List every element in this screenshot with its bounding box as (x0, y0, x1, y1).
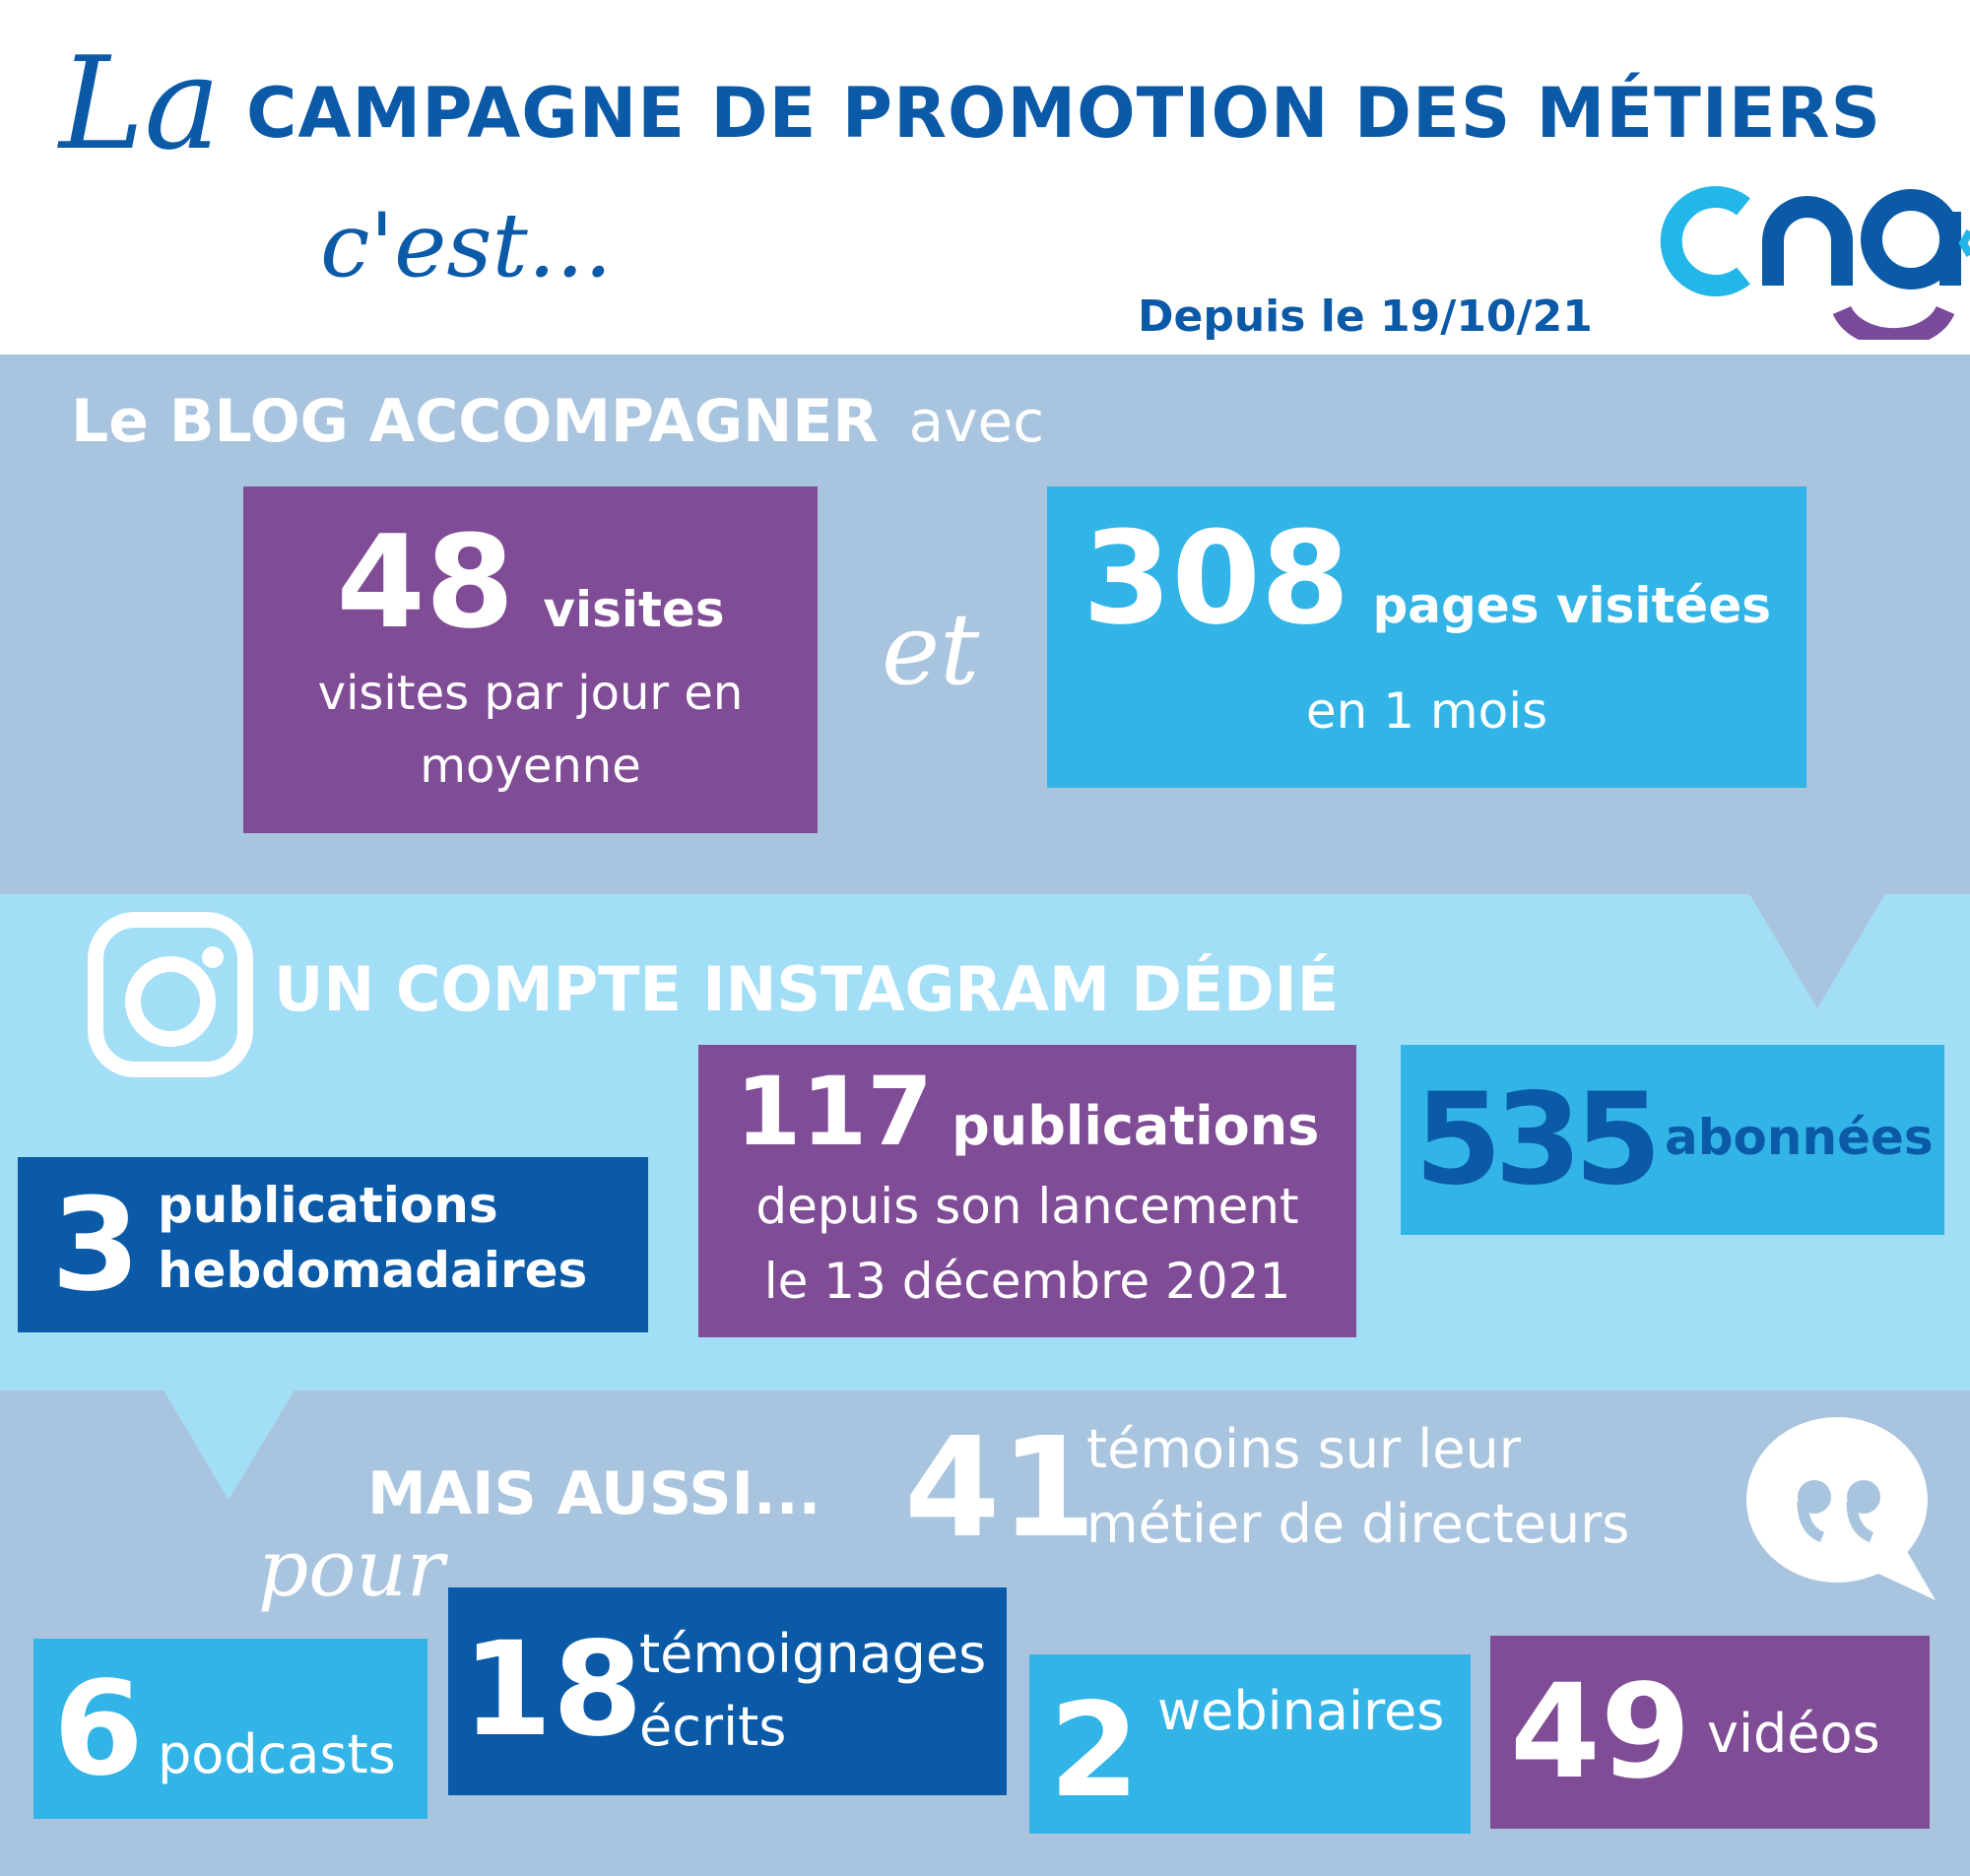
cng-logo (1640, 182, 1970, 349)
more-videos-number: 49 (1510, 1656, 1691, 1808)
blog-pages-number: 308 (1083, 503, 1350, 653)
blog-heading-suffix: avec (908, 388, 1045, 455)
more-podcasts-label: podcasts (158, 1723, 396, 1785)
blog-heading-title: Le BLOG ACCOMPAGNER (71, 387, 879, 456)
blog-visits-card: 48 visites visites par jour en moyenne (243, 486, 818, 833)
instagram-posts-number: 117 (735, 1057, 934, 1167)
blog-pages-desc: en 1 mois (1305, 682, 1548, 740)
more-written-number: 18 (462, 1614, 643, 1766)
instagram-weekly-line1: publications (158, 1177, 498, 1234)
more-witnesses-number: 41 (904, 1408, 1096, 1569)
more-videos-label: vidéos (1707, 1703, 1880, 1765)
more-witnesses-line1: témoins sur leur (1086, 1418, 1521, 1480)
instagram-heading: UN COMPTE INSTAGRAM DÉDIÉ (274, 953, 1340, 1025)
blog-pages-label: pages visitées (1372, 577, 1771, 634)
blog-connector-et: et (882, 592, 980, 707)
more-heading: MAIS AUSSI... (367, 1459, 821, 1528)
more-webinars-label: webinaires (1157, 1680, 1445, 1742)
more-videos-card: 49 vidéos (1490, 1636, 1930, 1829)
more-podcasts-number: 6 (53, 1653, 144, 1805)
instagram-icon (87, 911, 254, 1078)
instagram-weekly-number: 3 (51, 1170, 141, 1320)
blog-visits-desc-1: visites par jour en (317, 666, 744, 721)
more-written-line1: témoignages (639, 1623, 987, 1685)
more-written-card: 18 témoignages écrits (448, 1587, 1007, 1795)
instagram-weekly-card: 3 publications hebdomadaires (18, 1157, 648, 1332)
more-webinars-number: 2 (1049, 1675, 1140, 1827)
blog-visits-desc-2: moyenne (420, 739, 641, 794)
header-script-cest: c'est... (320, 194, 613, 297)
blog-pointer (1748, 892, 1886, 1010)
instagram-posts-card: 117 publications depuis son lancement le… (698, 1045, 1356, 1337)
instagram-pointer (163, 1389, 296, 1502)
instagram-followers-label: abonnées (1665, 1109, 1934, 1166)
more-podcasts-card: 6 podcasts (33, 1639, 427, 1819)
instagram-posts-desc-2: le 13 décembre 2021 (763, 1253, 1291, 1310)
speech-bubble-quote-icon (1743, 1413, 1936, 1600)
blog-heading: Le BLOG ACCOMPAGNER avec (71, 382, 1044, 461)
instagram-posts-desc-1: depuis son lancement (755, 1178, 1299, 1235)
blog-visits-number: 48 (336, 507, 515, 657)
blog-visits-label: visites (543, 581, 725, 638)
more-witnesses-line2: métier de directeurs (1086, 1493, 1630, 1555)
cng-logo-graphic (1660, 186, 1970, 349)
since-date: Depuis le 19/10/21 (1138, 291, 1593, 342)
header-script-la: La (59, 29, 221, 178)
more-written-line2: écrits (639, 1696, 787, 1758)
more-webinars-card: 2 webinaires (1029, 1654, 1471, 1834)
instagram-followers-number: 535 (1414, 1067, 1662, 1213)
instagram-followers-card: 535 abonnées (1401, 1045, 1944, 1235)
instagram-weekly-line2: hebdomadaires (158, 1242, 588, 1299)
instagram-posts-label: publications (952, 1095, 1320, 1157)
blog-pages-card: 308 pages visitées en 1 mois (1047, 486, 1806, 788)
page-title: CAMPAGNE DE PROMOTION DES MÉTIERS (246, 73, 1882, 154)
more-connector-pour: pour (258, 1522, 445, 1614)
